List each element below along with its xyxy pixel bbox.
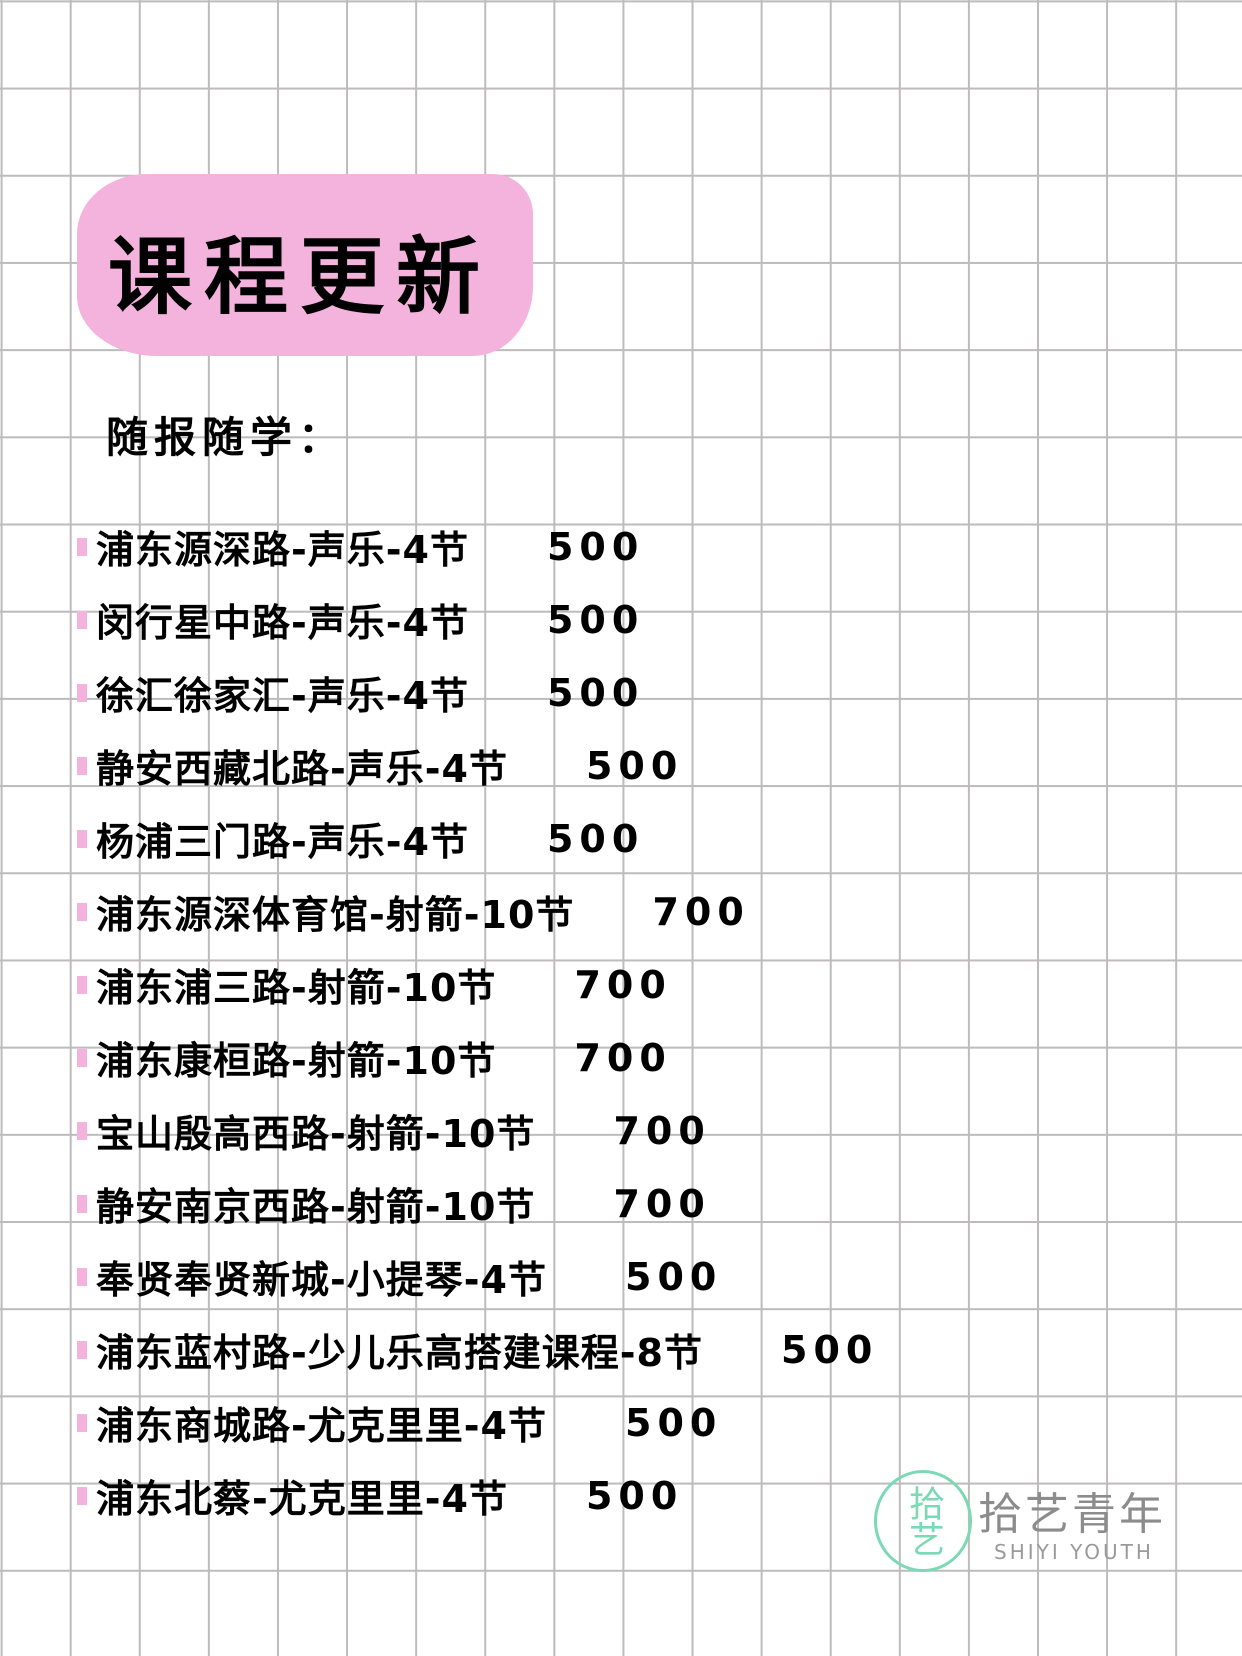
course-list: 浦东源深路-声乐-4节 500 闵行星中路-声乐-4节 500 徐汇徐家汇-声乐-4节 5… bbox=[77, 510, 878, 1532]
course-label: 静安西藏北路-声乐-4节 bbox=[96, 747, 508, 791]
logo-english: SHIYI YOUTH bbox=[994, 1540, 1154, 1564]
course-item: 闵行星中路-声乐-4节 500 bbox=[77, 583, 878, 656]
course-price: 700 bbox=[574, 1035, 672, 1080]
bullet-marker bbox=[77, 683, 87, 702]
course-label: 宝山殷高西路-射箭-10节 bbox=[96, 1112, 536, 1156]
course-price: 700 bbox=[613, 1108, 711, 1153]
course-item: 静安南京西路-射箭-10节 700 bbox=[77, 1167, 878, 1240]
course-item: 宝山殷高西路-射箭-10节 700 bbox=[77, 1094, 878, 1167]
bullet-marker bbox=[77, 902, 87, 921]
bullet-marker bbox=[77, 1267, 87, 1286]
bullet-marker bbox=[77, 1413, 87, 1432]
bullet-marker bbox=[77, 1048, 87, 1067]
course-item: 浦东康桓路-射箭-10节 700 bbox=[77, 1021, 878, 1094]
course-price: 700 bbox=[652, 889, 750, 934]
course-label: 杨浦三门路-声乐-4节 bbox=[96, 820, 469, 864]
bullet-marker bbox=[77, 1194, 87, 1213]
bullet-marker bbox=[77, 975, 87, 994]
course-item: 徐汇徐家汇-声乐-4节 500 bbox=[77, 656, 878, 729]
bullet-marker bbox=[77, 537, 87, 556]
course-item: 静安西藏北路-声乐-4节 500 bbox=[77, 729, 878, 802]
course-label: 浦东康桓路-射箭-10节 bbox=[96, 1039, 497, 1083]
course-label: 浦东源深路-声乐-4节 bbox=[96, 528, 469, 572]
logo-mark-text: 拾艺 bbox=[903, 1485, 944, 1557]
course-price: 500 bbox=[625, 1254, 723, 1299]
course-item: 浦东北蔡-尤克里里-4节 500 bbox=[77, 1459, 878, 1532]
course-item: 浦东源深路-声乐-4节 500 bbox=[77, 510, 878, 583]
course-label: 浦东北蔡-尤克里里-4节 bbox=[96, 1477, 508, 1521]
course-price: 500 bbox=[546, 816, 645, 861]
subtitle: 随报随学： bbox=[106, 413, 347, 462]
course-label: 徐汇徐家汇-声乐-4节 bbox=[96, 674, 469, 718]
bullet-marker bbox=[77, 829, 87, 848]
bullet-marker bbox=[77, 610, 87, 629]
title-highlight bbox=[77, 174, 533, 356]
course-price: 700 bbox=[574, 962, 672, 1007]
course-price: 500 bbox=[625, 1400, 723, 1445]
logo-mark: 拾艺 bbox=[874, 1470, 972, 1572]
course-label: 浦东蓝村路-少儿乐高搭建课程-8节 bbox=[96, 1331, 703, 1375]
logo-name: 拾艺青年 bbox=[978, 1489, 1166, 1540]
course-item: 奉贤奉贤新城-小提琴-4节 500 bbox=[77, 1240, 878, 1313]
course-price: 500 bbox=[781, 1327, 879, 1372]
course-price: 500 bbox=[585, 1473, 684, 1518]
bullet-marker bbox=[77, 1121, 87, 1140]
course-price: 500 bbox=[585, 743, 684, 788]
course-item: 浦东浦三路-射箭-10节 700 bbox=[77, 948, 878, 1021]
course-price: 500 bbox=[546, 670, 645, 715]
course-label: 奉贤奉贤新城-小提琴-4节 bbox=[96, 1258, 547, 1302]
course-item: 杨浦三门路-声乐-4节 500 bbox=[77, 802, 878, 875]
course-label: 静安南京西路-射箭-10节 bbox=[96, 1185, 536, 1229]
course-label: 浦东浦三路-射箭-10节 bbox=[96, 966, 497, 1010]
bullet-marker bbox=[77, 1486, 87, 1505]
course-item: 浦东蓝村路-少儿乐高搭建课程-8节 500 bbox=[77, 1313, 878, 1386]
course-price: 500 bbox=[546, 524, 645, 569]
bullet-marker bbox=[77, 1340, 87, 1359]
course-price: 500 bbox=[546, 597, 645, 642]
page-title: 课程更新 bbox=[108, 228, 493, 326]
course-label: 闵行星中路-声乐-4节 bbox=[96, 601, 469, 645]
course-item: 浦东源深体育馆-射箭-10节 700 bbox=[77, 875, 878, 948]
course-label: 浦东源深体育馆-射箭-10节 bbox=[96, 893, 575, 937]
course-item: 浦东商城路-尤克里里-4节 500 bbox=[77, 1386, 878, 1459]
course-label: 浦东商城路-尤克里里-4节 bbox=[96, 1404, 547, 1448]
bullet-marker bbox=[77, 756, 87, 775]
course-price: 700 bbox=[613, 1181, 711, 1226]
